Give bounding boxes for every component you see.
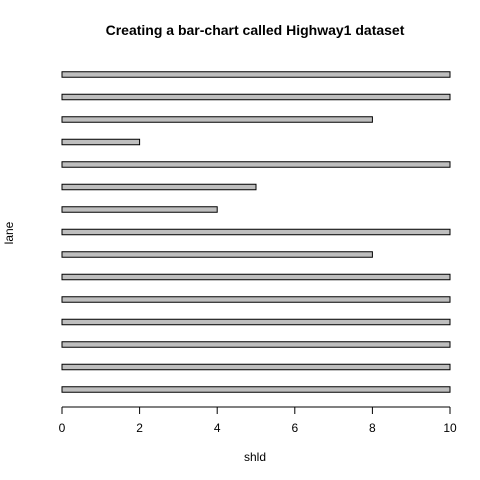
x-tick-label-8: 8 <box>369 421 376 435</box>
x-tick-label-2: 2 <box>136 421 143 435</box>
bar-1 <box>61 71 451 78</box>
bar-14 <box>61 363 451 371</box>
x-axis: 0 2 4 6 8 10 <box>59 406 457 435</box>
x-tick-label-6: 6 <box>291 421 298 435</box>
chart-title: Creating a bar-chart called Highway1 dat… <box>106 22 405 38</box>
bar-11 <box>61 296 451 303</box>
bar-9 <box>61 251 373 258</box>
bar-13 <box>61 341 451 348</box>
bar-5 <box>61 161 451 168</box>
bar-4 <box>61 138 141 146</box>
bars-group <box>61 71 451 393</box>
bar-6 <box>61 183 257 191</box>
x-tick-label-4: 4 <box>214 421 221 435</box>
bar-10 <box>61 273 451 281</box>
x-tick-label-10: 10 <box>443 421 457 435</box>
x-axis-label: shld <box>244 450 266 464</box>
x-tick-label-0: 0 <box>59 421 66 435</box>
bar-15 <box>61 386 451 393</box>
bar-8 <box>61 228 451 236</box>
bar-12 <box>61 318 451 326</box>
bar-2 <box>61 93 451 101</box>
bar-3 <box>61 116 373 123</box>
y-axis-label: lane <box>2 221 16 244</box>
bar-7 <box>61 206 218 213</box>
